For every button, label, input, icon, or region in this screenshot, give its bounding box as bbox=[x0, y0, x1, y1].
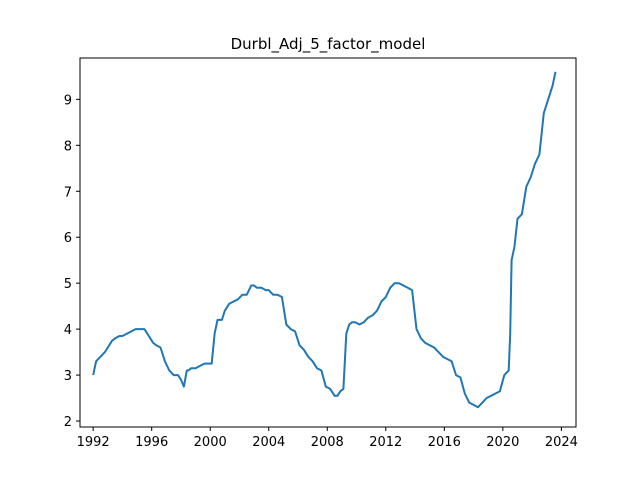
x-tick-label: 2024 bbox=[545, 435, 578, 450]
y-tick-label: 6 bbox=[64, 231, 72, 246]
y-tick-label: 4 bbox=[64, 323, 72, 338]
x-tick-label: 2008 bbox=[311, 435, 344, 450]
y-tick-label: 5 bbox=[64, 277, 72, 292]
x-tick-label: 2012 bbox=[369, 435, 402, 450]
axis-ticks: 1992 1996 2000 2004 2008 2012 2016 2020 2024 2 3 4 5… bbox=[64, 93, 578, 450]
plot-frame bbox=[79, 57, 577, 428]
y-tick-label: 9 bbox=[64, 93, 72, 108]
y-tick-label: 8 bbox=[64, 139, 72, 154]
y-tick-label: 2 bbox=[64, 415, 72, 430]
y-tick-label: 7 bbox=[64, 185, 72, 200]
x-tick-label: 1996 bbox=[135, 435, 168, 450]
x-tick-label: 1992 bbox=[77, 435, 110, 450]
x-tick-label: 2004 bbox=[252, 435, 285, 450]
x-tick-label: 2020 bbox=[486, 435, 519, 450]
series-line-0 bbox=[92, 71, 557, 409]
y-tick-label: 3 bbox=[64, 369, 72, 384]
x-tick-label: 2016 bbox=[428, 435, 461, 450]
series-layer bbox=[92, 71, 557, 409]
chart-title: Durbl_Adj_5_factor_model bbox=[231, 35, 426, 54]
x-tick-label: 2000 bbox=[194, 435, 227, 450]
